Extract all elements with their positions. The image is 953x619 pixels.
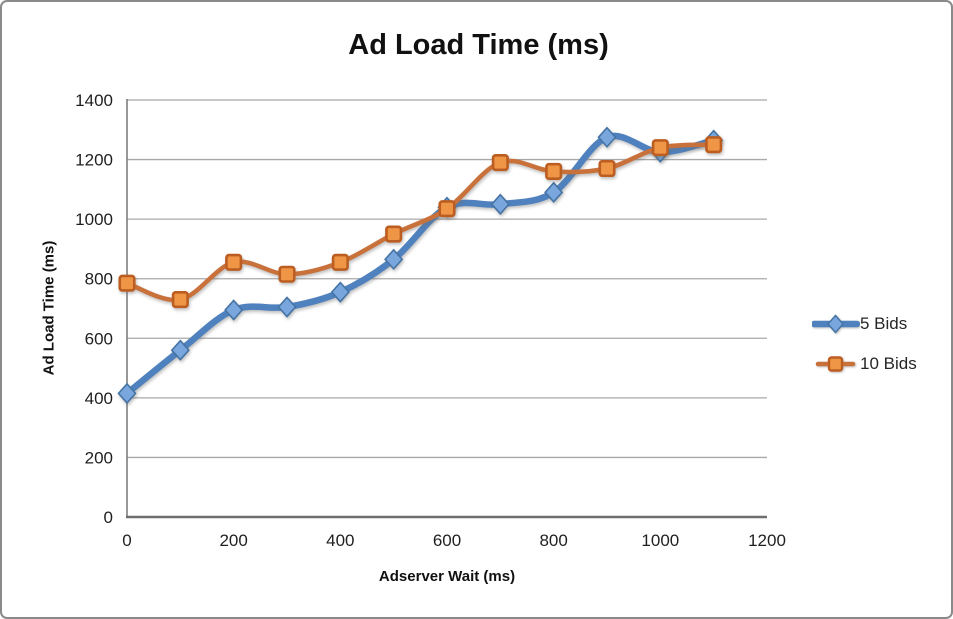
diamond-marker	[224, 299, 244, 321]
y-tick-label: 800	[85, 270, 113, 289]
square-marker	[491, 154, 509, 172]
square-marker	[385, 225, 403, 243]
square-marker	[705, 136, 723, 154]
square-marker	[118, 274, 136, 292]
gridlines	[127, 99, 767, 459]
legend-item-5-bids: 5 Bids	[812, 312, 907, 336]
x-tick-labels: 0 200 400 600 800 1000 1200	[122, 531, 786, 550]
legend-marker-5-bids-icon	[812, 312, 860, 336]
diamond-marker	[170, 339, 190, 361]
legend-square-marker	[827, 356, 844, 372]
square-marker	[278, 265, 296, 283]
diamond-marker	[277, 296, 297, 318]
legend-item-10-bids: 10 Bids	[812, 352, 917, 376]
x-tick-label: 600	[433, 531, 461, 550]
legend-label-5-bids: 5 Bids	[860, 314, 908, 333]
diamond-marker	[117, 382, 137, 405]
chart-title: Ad Load Time (ms)	[348, 29, 609, 61]
x-tick-label: 0	[122, 531, 131, 550]
square-marker	[171, 291, 189, 309]
diamond-marker	[384, 248, 404, 271]
x-tick-label: 1200	[748, 531, 786, 550]
square-marker	[438, 200, 456, 218]
y-tick-label: 600	[85, 329, 113, 348]
legend-label-10-bids: 10 Bids	[860, 354, 917, 373]
legend-marker-group	[815, 356, 856, 372]
x-tick-label: 800	[539, 531, 567, 550]
y-axis-title-text: Ad Load Time (ms)	[40, 240, 58, 376]
square-marker	[598, 159, 616, 178]
diamond-marker	[544, 181, 564, 204]
y-tick-label: 200	[85, 448, 113, 467]
series-line	[124, 142, 716, 303]
x-tick-label: 1000	[641, 531, 679, 550]
diamond-marker	[490, 193, 510, 215]
y-tick-label: 400	[85, 389, 113, 408]
square-marker	[651, 139, 669, 157]
diamond-marker	[330, 281, 350, 303]
legend-marker-group	[812, 314, 860, 334]
series-5-bids	[117, 126, 724, 405]
square-marker	[545, 162, 563, 181]
x-axis-title: Adserver Wait (ms)	[378, 568, 516, 585]
y-tick-label: 0	[104, 508, 113, 527]
legend-marker-svg	[812, 314, 860, 334]
y-tick-labels: 0 200 400 600 800 1000 1200 1400	[75, 91, 113, 527]
series-line	[123, 132, 717, 397]
diamond-marker	[597, 126, 617, 148]
legend-marker-10-bids-icon	[812, 352, 860, 376]
y-tick-label: 1200	[75, 151, 113, 170]
square-marker	[225, 253, 243, 271]
x-tick-label: 400	[326, 531, 354, 550]
x-tick-label: 200	[219, 531, 247, 550]
legend-diamond-marker	[826, 314, 845, 334]
legend-marker-svg	[815, 356, 856, 372]
square-marker	[331, 253, 349, 271]
y-tick-label: 1400	[75, 91, 113, 110]
series-10-bids	[118, 136, 723, 309]
y-tick-label: 1000	[75, 210, 113, 229]
